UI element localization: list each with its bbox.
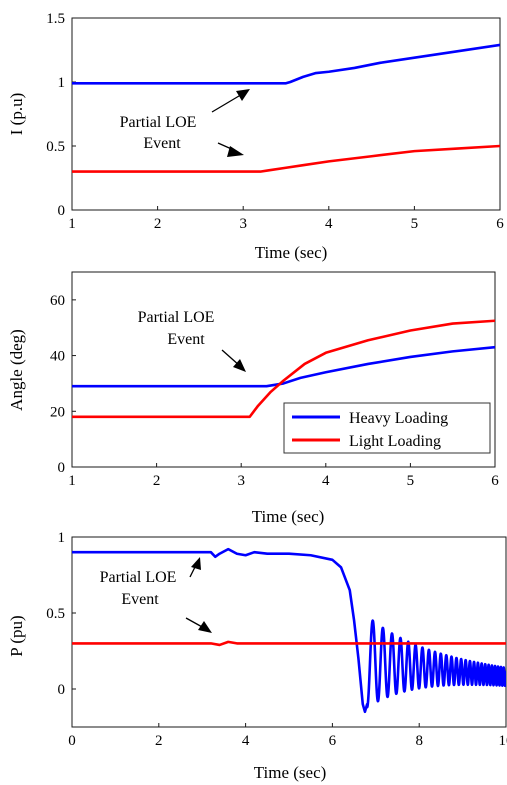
annotation-line-1: Partial LOE <box>100 569 177 586</box>
x-tick-label: 4 <box>242 733 250 749</box>
annotation-arrow-blue <box>189 557 201 578</box>
current-panel: 1 2 3 4 5 6 0 0.5 1 1.5 Time (sec) I (p.u) Partia… <box>7 11 504 262</box>
tick-group: 1 2 3 4 5 6 0 0.5 1 1.5 <box>46 11 504 232</box>
legend: Heavy Loading Light Loading <box>283 402 491 454</box>
x-tick-label: 4 <box>322 473 330 489</box>
blue-series-line <box>72 43 500 85</box>
y-tick-label: 1 <box>58 75 66 91</box>
x-tick-label: 6 <box>496 216 504 232</box>
red-series-line <box>72 319 495 419</box>
red-series-line <box>72 640 506 647</box>
series-group <box>72 319 495 419</box>
x-tick-label: 5 <box>407 473 415 489</box>
annotation-line-1: Partial LOE <box>138 309 215 326</box>
x-tick-label: 4 <box>325 216 333 232</box>
x-tick-label: 2 <box>155 733 163 749</box>
red-series-line <box>72 144 500 173</box>
y-tick-label: 0.5 <box>46 139 65 155</box>
y-tick-label: 1.5 <box>46 11 65 27</box>
x-tick-label: 0 <box>68 733 76 749</box>
legend-label-heavy: Heavy Loading <box>349 410 448 427</box>
y-tick-label: 0 <box>58 682 66 698</box>
plot-frame <box>71 271 496 468</box>
x-tick-label: 3 <box>237 473 245 489</box>
y-tick-label: 0 <box>58 460 66 476</box>
annotation-arrow-red <box>217 142 244 157</box>
legend-box <box>283 402 491 454</box>
annotation-arrow <box>221 349 246 372</box>
y-tick-label: 40 <box>50 349 65 365</box>
x-tick-label: 2 <box>153 473 161 489</box>
x-axis-label: Time (sec) <box>254 763 327 782</box>
blue-series-line <box>72 547 506 714</box>
annotation-arrow-blue <box>211 89 250 113</box>
x-tick-label: 1 <box>68 216 76 232</box>
y-tick-label: 20 <box>50 404 65 420</box>
x-tick-label: 10 <box>499 733 507 749</box>
y-tick-label: 1 <box>58 530 66 546</box>
x-tick-label: 5 <box>411 216 419 232</box>
plot-frame <box>71 17 501 211</box>
annotation-arrow-red <box>185 617 212 633</box>
x-tick-label: 8 <box>415 733 423 749</box>
power-panel: 0 2 4 6 8 10 0 0.5 1 Time (sec) P (pu) Partial L… <box>7 530 507 782</box>
series-group <box>72 547 506 714</box>
tick-group: 0 2 4 6 8 10 0 0.5 1 <box>46 530 507 749</box>
plot-frame <box>71 536 507 728</box>
x-tick-label: 3 <box>239 216 247 232</box>
x-tick-label: 6 <box>329 733 337 749</box>
annotation-line-2: Event <box>121 591 159 608</box>
annotation-line-2: Event <box>143 135 181 152</box>
x-tick-label: 2 <box>154 216 162 232</box>
annotation-line-1: Partial LOE <box>120 114 197 131</box>
y-tick-label: 0 <box>58 203 66 219</box>
y-axis-label: Angle (deg) <box>7 329 26 411</box>
series-group <box>72 43 500 173</box>
legend-label-light: Light Loading <box>349 433 441 450</box>
x-tick-label: 1 <box>68 473 76 489</box>
y-axis-label: I (p.u) <box>7 93 26 135</box>
x-tick-label: 6 <box>491 473 499 489</box>
y-axis-label: P (pu) <box>7 615 26 656</box>
annotation-line-2: Event <box>167 331 205 348</box>
x-axis-label: Time (sec) <box>252 507 325 526</box>
x-axis-label: Time (sec) <box>255 243 328 262</box>
y-tick-label: 0.5 <box>46 606 65 622</box>
blue-series-line <box>72 345 495 388</box>
y-tick-label: 60 <box>50 293 65 309</box>
